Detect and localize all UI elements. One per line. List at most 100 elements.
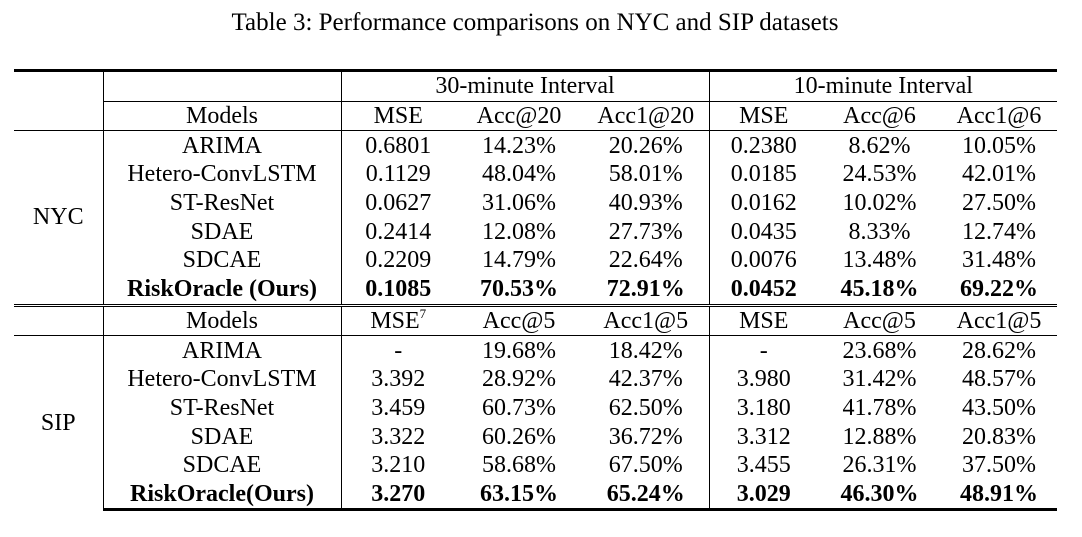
table-cell: 3.270: [341, 479, 455, 512]
table-cell: 19.68%: [455, 335, 583, 365]
table-cell: 20.26%: [583, 130, 710, 161]
table-cell: 14.79%: [482, 247, 556, 274]
table-cell: 36.72%: [583, 422, 710, 451]
table-cell: -: [709, 335, 818, 365]
table-cell: 0.1085: [341, 274, 455, 306]
table-cell: 0.2380: [709, 130, 818, 161]
corner-cell: [14, 101, 104, 131]
table-row: ST-ResNet 3.459 60.73% 62.50% 3.180 41.7…: [14, 393, 1057, 423]
table-cell: 23.68%: [818, 335, 941, 365]
table-cell: 41.78%: [842, 394, 917, 421]
table-cell: 48.57%: [962, 366, 1036, 393]
table-cell: 14.23%: [455, 130, 583, 161]
table-row-best: RiskOracle(Ours) 3.270 63.15% 65.24% 3.0…: [14, 479, 1058, 512]
table-cell: 48.91%: [941, 479, 1058, 512]
table-cell: 46.30%: [818, 479, 941, 512]
table-cell: 0.0627: [365, 190, 432, 217]
footnote-marker: 7: [419, 305, 427, 321]
table-cell: 10.05%: [941, 130, 1058, 161]
table-cell: 0.0185: [730, 161, 797, 188]
table-cell: 42.01%: [962, 161, 1036, 188]
col-header-text: MSE: [370, 307, 420, 334]
col-header: Acc@6: [818, 100, 941, 131]
table-cell: 42.37%: [583, 364, 710, 394]
table-cell: 3.312: [736, 423, 791, 450]
interval-30-header: 30-minute Interval: [341, 69, 710, 102]
col-header: Acc@5: [818, 303, 941, 336]
model-name: SDCAE: [103, 450, 342, 480]
table-cell: 8.33%: [848, 218, 911, 245]
table-cell: 3.210: [371, 452, 426, 479]
table-cell: 0.0452: [709, 274, 818, 306]
model-name: SDAE: [103, 217, 342, 247]
col-header: Acc1@5: [583, 303, 710, 336]
table-cell: 40.93%: [583, 188, 710, 218]
table-cell: 0.0435: [730, 218, 797, 245]
col-header: MSE: [341, 100, 455, 131]
col-header: Acc1@6: [941, 100, 1058, 131]
corner-cell: [14, 303, 104, 336]
model-name: Hetero-ConvLSTM: [103, 364, 342, 394]
table-row: SDAE 0.2414 12.08% 27.73% 0.0435 8.33% 1…: [14, 217, 1057, 247]
table-cell: 43.50%: [962, 394, 1036, 421]
col-header: Acc@20: [455, 100, 583, 131]
interval-header-row: 30-minute Interval 10-minute Interval: [14, 69, 1058, 102]
table-cell: 0.2209: [365, 247, 432, 274]
col-header: MSE: [709, 303, 818, 336]
table-cell: 3.180: [736, 394, 791, 421]
table-cell: 67.50%: [583, 450, 710, 480]
table-cell: 18.42%: [583, 335, 710, 365]
table-row: SDCAE 3.210 58.68% 67.50% 3.455 26.31% 3…: [14, 450, 1057, 480]
models-header: Models: [103, 303, 342, 336]
sip-column-header-row: Models MSE7 Acc@5 Acc1@5 MSE Acc@5 Acc1@…: [14, 303, 1058, 336]
col-header: Acc1@5: [941, 303, 1058, 336]
table-cell: 20.83%: [962, 423, 1036, 450]
table-cell: 70.53%: [455, 274, 583, 306]
table-cell: 24.53%: [842, 161, 917, 188]
model-name: ST-ResNet: [103, 188, 342, 218]
table-cell: 3.980: [736, 366, 791, 393]
table-cell: 3.322: [371, 423, 426, 450]
table-cell: 58.68%: [482, 452, 556, 479]
model-name: ARIMA: [103, 130, 342, 161]
table-cell: 22.64%: [583, 246, 710, 275]
table-cell: 31.06%: [482, 190, 556, 217]
table-cell: 72.91%: [583, 274, 710, 306]
table-cell: 69.22%: [941, 274, 1058, 306]
model-name: SDCAE: [103, 246, 342, 275]
table-cell: 45.18%: [818, 274, 941, 306]
model-name: SDAE: [103, 422, 342, 451]
table-cell: 0.6801: [341, 130, 455, 161]
table-cell: 0.2414: [365, 218, 432, 245]
table-row-best: RiskOracle (Ours) 0.1085 70.53% 72.91% 0…: [14, 274, 1058, 306]
table-cell: 65.24%: [583, 479, 710, 512]
table-cell: 28.92%: [482, 366, 556, 393]
table-cell: 12.88%: [842, 423, 917, 450]
table-cell: 28.62%: [941, 335, 1058, 365]
dataset-label-sip: SIP: [14, 335, 104, 510]
models-header: Models: [103, 100, 342, 131]
table-row: Hetero-ConvLSTM 3.392 28.92% 42.37% 3.98…: [14, 364, 1057, 394]
table-cell: 27.73%: [583, 217, 710, 247]
table-cell: 62.50%: [583, 393, 710, 423]
table-cell: -: [341, 335, 455, 365]
table-cell: 37.50%: [962, 452, 1036, 479]
table-cell: 48.04%: [482, 161, 556, 188]
model-name: RiskOracle(Ours): [103, 479, 342, 512]
model-name: RiskOracle (Ours): [103, 274, 342, 306]
model-name: ARIMA: [103, 335, 342, 365]
table-cell: 60.26%: [482, 423, 556, 450]
table-cell: 31.48%: [962, 247, 1036, 274]
model-name: ST-ResNet: [103, 393, 342, 423]
table-cell: 12.08%: [482, 218, 556, 245]
table-row: SDCAE 0.2209 14.79% 22.64% 0.0076 13.48%…: [14, 246, 1057, 275]
table-cell: 0.0162: [730, 190, 797, 217]
model-name: Hetero-ConvLSTM: [103, 160, 342, 189]
table-caption: Table 3: Performance comparisons on NYC …: [231, 9, 839, 36]
table-cell: 63.15%: [455, 479, 583, 512]
table-row: NYC ARIMA 0.6801 14.23% 20.26% 0.2380 8.…: [14, 130, 1058, 305]
table-cell: 3.455: [736, 452, 791, 479]
table-cell: 26.31%: [842, 452, 917, 479]
table-cell: 3.029: [709, 479, 818, 512]
dataset-label-nyc: NYC: [14, 130, 104, 305]
